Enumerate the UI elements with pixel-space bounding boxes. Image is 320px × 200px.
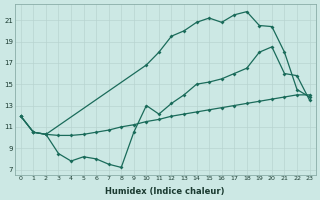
X-axis label: Humidex (Indice chaleur): Humidex (Indice chaleur): [106, 187, 225, 196]
